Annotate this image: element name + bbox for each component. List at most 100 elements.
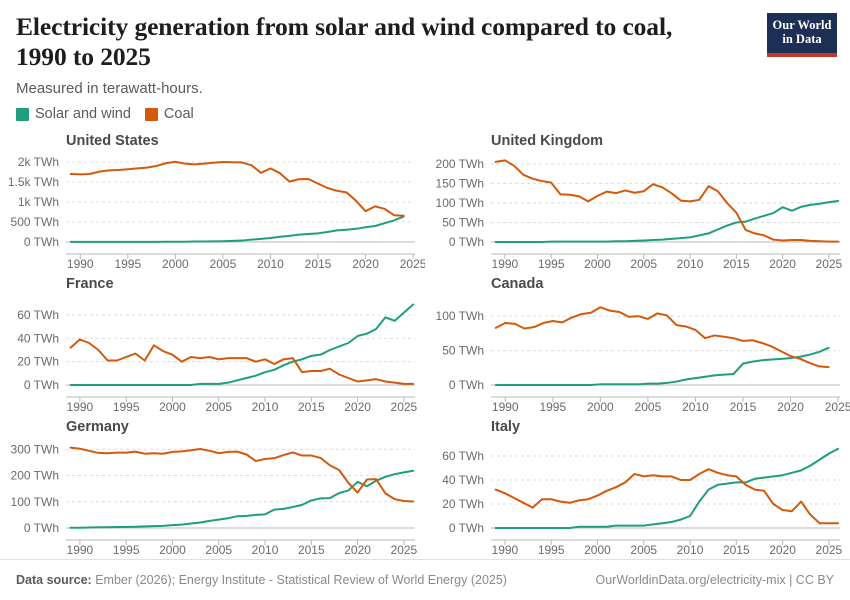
series-line-coal[interactable] <box>494 306 830 369</box>
y-tick-label: 20 TWh <box>17 355 59 369</box>
facet-title: United Kingdom <box>491 133 603 149</box>
y-tick-label: 0 TWh <box>24 235 59 249</box>
facet-plot[interactable]: 0 TWh 20 TWh 40 TWh 60 TWh 1990 1995 2000 2005 2… <box>425 436 850 554</box>
y-tick-label: 1.5k TWh <box>8 175 59 189</box>
owid-logo[interactable]: Our World in Data <box>767 13 837 57</box>
x-tick-label: 2000 <box>159 400 186 411</box>
series-line-coal[interactable] <box>69 338 415 385</box>
x-tick-label: 1995 <box>538 257 565 268</box>
y-tick-label: 200 TWh <box>11 469 59 483</box>
y-tick-label: 100 TWh <box>436 196 484 210</box>
chart-header: Electricity generation from solar and wi… <box>16 12 756 99</box>
x-tick-label: 2010 <box>677 257 704 268</box>
y-tick-label: 500 TWh <box>11 215 59 229</box>
x-tick-label: 2020 <box>777 400 804 411</box>
y-tick-label: 100 TWh <box>436 309 484 323</box>
logo-line-2: in Data <box>782 32 822 46</box>
x-tick-label: 2025 <box>391 543 418 554</box>
x-tick-label: 2025 <box>816 543 843 554</box>
series-line-solar-and-wind[interactable] <box>69 215 405 243</box>
x-tick-label: 2020 <box>344 400 371 411</box>
x-tick-label: 2015 <box>730 400 757 411</box>
x-tick-label: 2010 <box>677 543 704 554</box>
x-tick-label: 2005 <box>635 400 662 411</box>
y-tick-label: 100 TWh <box>11 495 59 509</box>
facet-plot[interactable]: 0 TWh 50 TWh 100 TWh 150 TWh 200 TWh 1990 1995… <box>425 150 850 268</box>
series-line-solar-and-wind[interactable] <box>494 447 840 529</box>
attribution-link[interactable]: OurWorldinData.org/electricity-mix | CC … <box>595 573 835 587</box>
chart-footer: Data source: Ember (2026); Energy Instit… <box>0 559 850 600</box>
x-tick-label: 1995 <box>113 400 140 411</box>
legend-item-solar-and-wind[interactable]: Solar and wind <box>16 106 131 122</box>
y-tick-label: 50 TWh <box>442 344 484 358</box>
legend-swatch-icon <box>16 107 29 121</box>
page-title: Electricity generation from solar and wi… <box>16 12 673 71</box>
y-tick-label: 200 TWh <box>436 157 484 171</box>
x-tick-label: 1990 <box>67 543 94 554</box>
x-tick-label: 1990 <box>492 543 519 554</box>
x-tick-label: 1990 <box>67 400 94 411</box>
x-tick-label: 1990 <box>492 400 519 411</box>
series-line-coal[interactable] <box>494 468 840 525</box>
y-tick-label: 40 TWh <box>442 473 484 487</box>
facet-title: United States <box>66 133 159 149</box>
y-tick-label: 0 TWh <box>449 235 484 249</box>
x-tick-label: 2010 <box>257 257 284 268</box>
series-line-coal[interactable] <box>69 160 405 217</box>
x-tick-label: 1995 <box>538 543 565 554</box>
x-tick-label: 2020 <box>352 257 379 268</box>
data-source-label: Data source: <box>16 573 92 587</box>
facet-plot[interactable]: 0 TWh 100 TWh 200 TWh 300 TWh 1990 1995 2000 20… <box>0 436 425 554</box>
data-source: Data source: Ember (2026); Energy Instit… <box>16 573 507 587</box>
series-line-solar-and-wind[interactable] <box>69 469 415 529</box>
series-line-solar-and-wind[interactable] <box>494 346 830 386</box>
facet-germany: Germany 0 TWh 100 TWh 200 TWh 300 TWh 1990 199… <box>0 414 425 557</box>
x-tick-label: 2005 <box>630 543 657 554</box>
legend-swatch-icon <box>144 107 158 121</box>
y-tick-label: 50 TWh <box>442 215 484 229</box>
y-tick-label: 150 TWh <box>436 176 484 190</box>
x-tick-label: 2015 <box>298 543 325 554</box>
facet-plot[interactable]: 0 TWh 20 TWh 40 TWh 60 TWh 1990 1995 2000 2005 2… <box>0 293 425 411</box>
series-line-solar-and-wind[interactable] <box>69 303 415 386</box>
y-tick-label: 1k TWh <box>18 195 59 209</box>
y-tick-label: 40 TWh <box>17 331 59 345</box>
series-line-coal[interactable] <box>69 446 415 503</box>
x-tick-label: 2005 <box>630 257 657 268</box>
x-tick-label: 2020 <box>769 543 796 554</box>
facet-plot[interactable]: 0 TWh 500 TWh 1k TWh 1.5k TWh 2k TWh 1990 1995… <box>0 150 425 268</box>
x-tick-label: 2015 <box>298 400 325 411</box>
facet-plot[interactable]: 0 TWh 50 TWh 100 TWh 1990 1995 2000 2005 2010 20… <box>425 293 850 411</box>
y-tick-label: 0 TWh <box>24 378 59 392</box>
x-tick-label: 1995 <box>113 543 140 554</box>
x-tick-label: 1990 <box>67 257 94 268</box>
logo-line-1: Our World <box>772 18 832 32</box>
x-tick-label: 2000 <box>584 543 611 554</box>
legend-label: Solar and wind <box>35 106 131 122</box>
x-tick-label: 2005 <box>210 257 237 268</box>
x-tick-label: 2005 <box>205 543 232 554</box>
facet-united-states: United States 0 TWh 500 TWh 1k TWh 1.5k TWh 2… <box>0 128 425 271</box>
legend-item-coal[interactable]: Coal <box>144 106 194 122</box>
y-tick-label: 60 TWh <box>17 308 59 322</box>
chart-subtitle: Measured in terawatt-hours. <box>16 80 203 97</box>
chart-legend: Solar and wind Coal <box>16 106 194 122</box>
y-tick-label: 0 TWh <box>449 378 484 392</box>
facet-title: Italy <box>491 419 521 435</box>
series-line-coal[interactable] <box>494 159 840 243</box>
x-tick-label: 2025 <box>400 257 425 268</box>
facet-france: France 0 TWh 20 TWh 40 TWh 60 TWh 1990 1995 200… <box>0 271 425 414</box>
x-tick-label: 2015 <box>723 257 750 268</box>
x-tick-label: 2015 <box>305 257 332 268</box>
y-tick-label: 2k TWh <box>18 155 59 169</box>
x-tick-label: 2020 <box>769 257 796 268</box>
x-tick-label: 2005 <box>205 400 232 411</box>
facet-italy: Italy 0 TWh 20 TWh 40 TWh 60 TWh 1990 1995 2000… <box>425 414 850 557</box>
x-tick-label: 1995 <box>539 400 566 411</box>
x-tick-label: 2000 <box>159 543 186 554</box>
x-tick-label: 2010 <box>252 543 279 554</box>
series-line-solar-and-wind[interactable] <box>494 199 840 243</box>
y-tick-label: 300 TWh <box>11 442 59 456</box>
x-tick-label: 2010 <box>252 400 279 411</box>
y-tick-label: 60 TWh <box>442 449 484 463</box>
